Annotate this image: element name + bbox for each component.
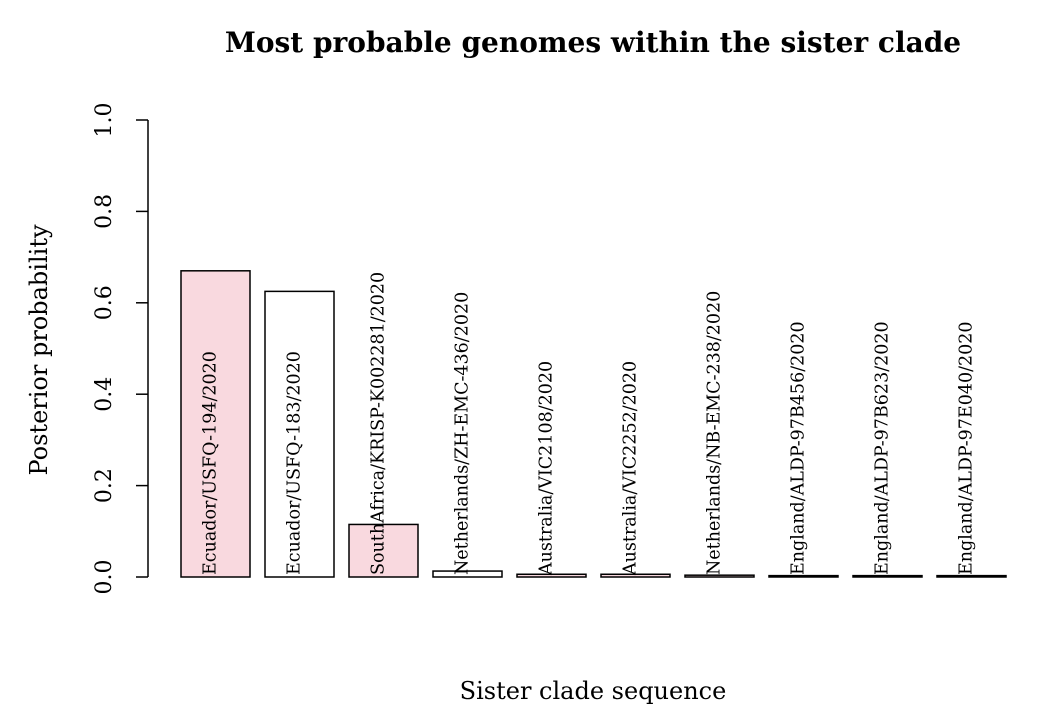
bar: [936, 574, 1007, 578]
bar-label: Ecuador/USFQ-183/2020: [285, 351, 305, 575]
bar: [432, 570, 503, 578]
bar: [516, 573, 587, 578]
bar-label: England/ALDP-97E040/2020: [957, 321, 977, 575]
y-tick-label: 0.6: [92, 285, 117, 320]
y-tick-label: 1.0: [92, 103, 117, 138]
bar: [684, 574, 755, 578]
y-tick-label: 0.0: [92, 560, 117, 595]
bar-label: Australia/VIC2108/2020: [537, 361, 557, 576]
bar: [852, 574, 923, 578]
bar-label: Netherlands/NB-EMC-238/2020: [705, 291, 725, 575]
bar: [768, 574, 839, 578]
bar: [264, 290, 335, 578]
y-tick-label: 0.2: [92, 468, 117, 503]
x-axis-label: Sister clade sequence: [460, 677, 727, 705]
bar: [180, 270, 251, 578]
bar-label: England/ALDP-97B456/2020: [789, 321, 809, 575]
bar-label: England/ALDP-97B623/2020: [873, 321, 893, 575]
bar-label: Netherlands/ZH-EMC-436/2020: [453, 292, 473, 575]
bar-label: SouthAfrica/KRISP-K002281/2020: [369, 272, 389, 575]
y-tick-label: 0.4: [92, 377, 117, 412]
y-axis-label: Posterior probability: [25, 224, 53, 475]
bar: [348, 523, 419, 578]
y-axis: 0.0 0.2 0.4 0.6 0.8 1.0: [92, 103, 149, 595]
bar: [600, 573, 671, 578]
bar-label: Ecuador/USFQ-194/2020: [201, 351, 221, 575]
chart-title: Most probable genomes within the sister …: [225, 26, 961, 59]
bar-label: Australia/VIC2252/2020: [621, 361, 641, 576]
y-tick-label: 0.8: [92, 194, 117, 229]
bars: Ecuador/USFQ-194/2020 Ecuador/USFQ-183/20…: [180, 270, 1007, 578]
